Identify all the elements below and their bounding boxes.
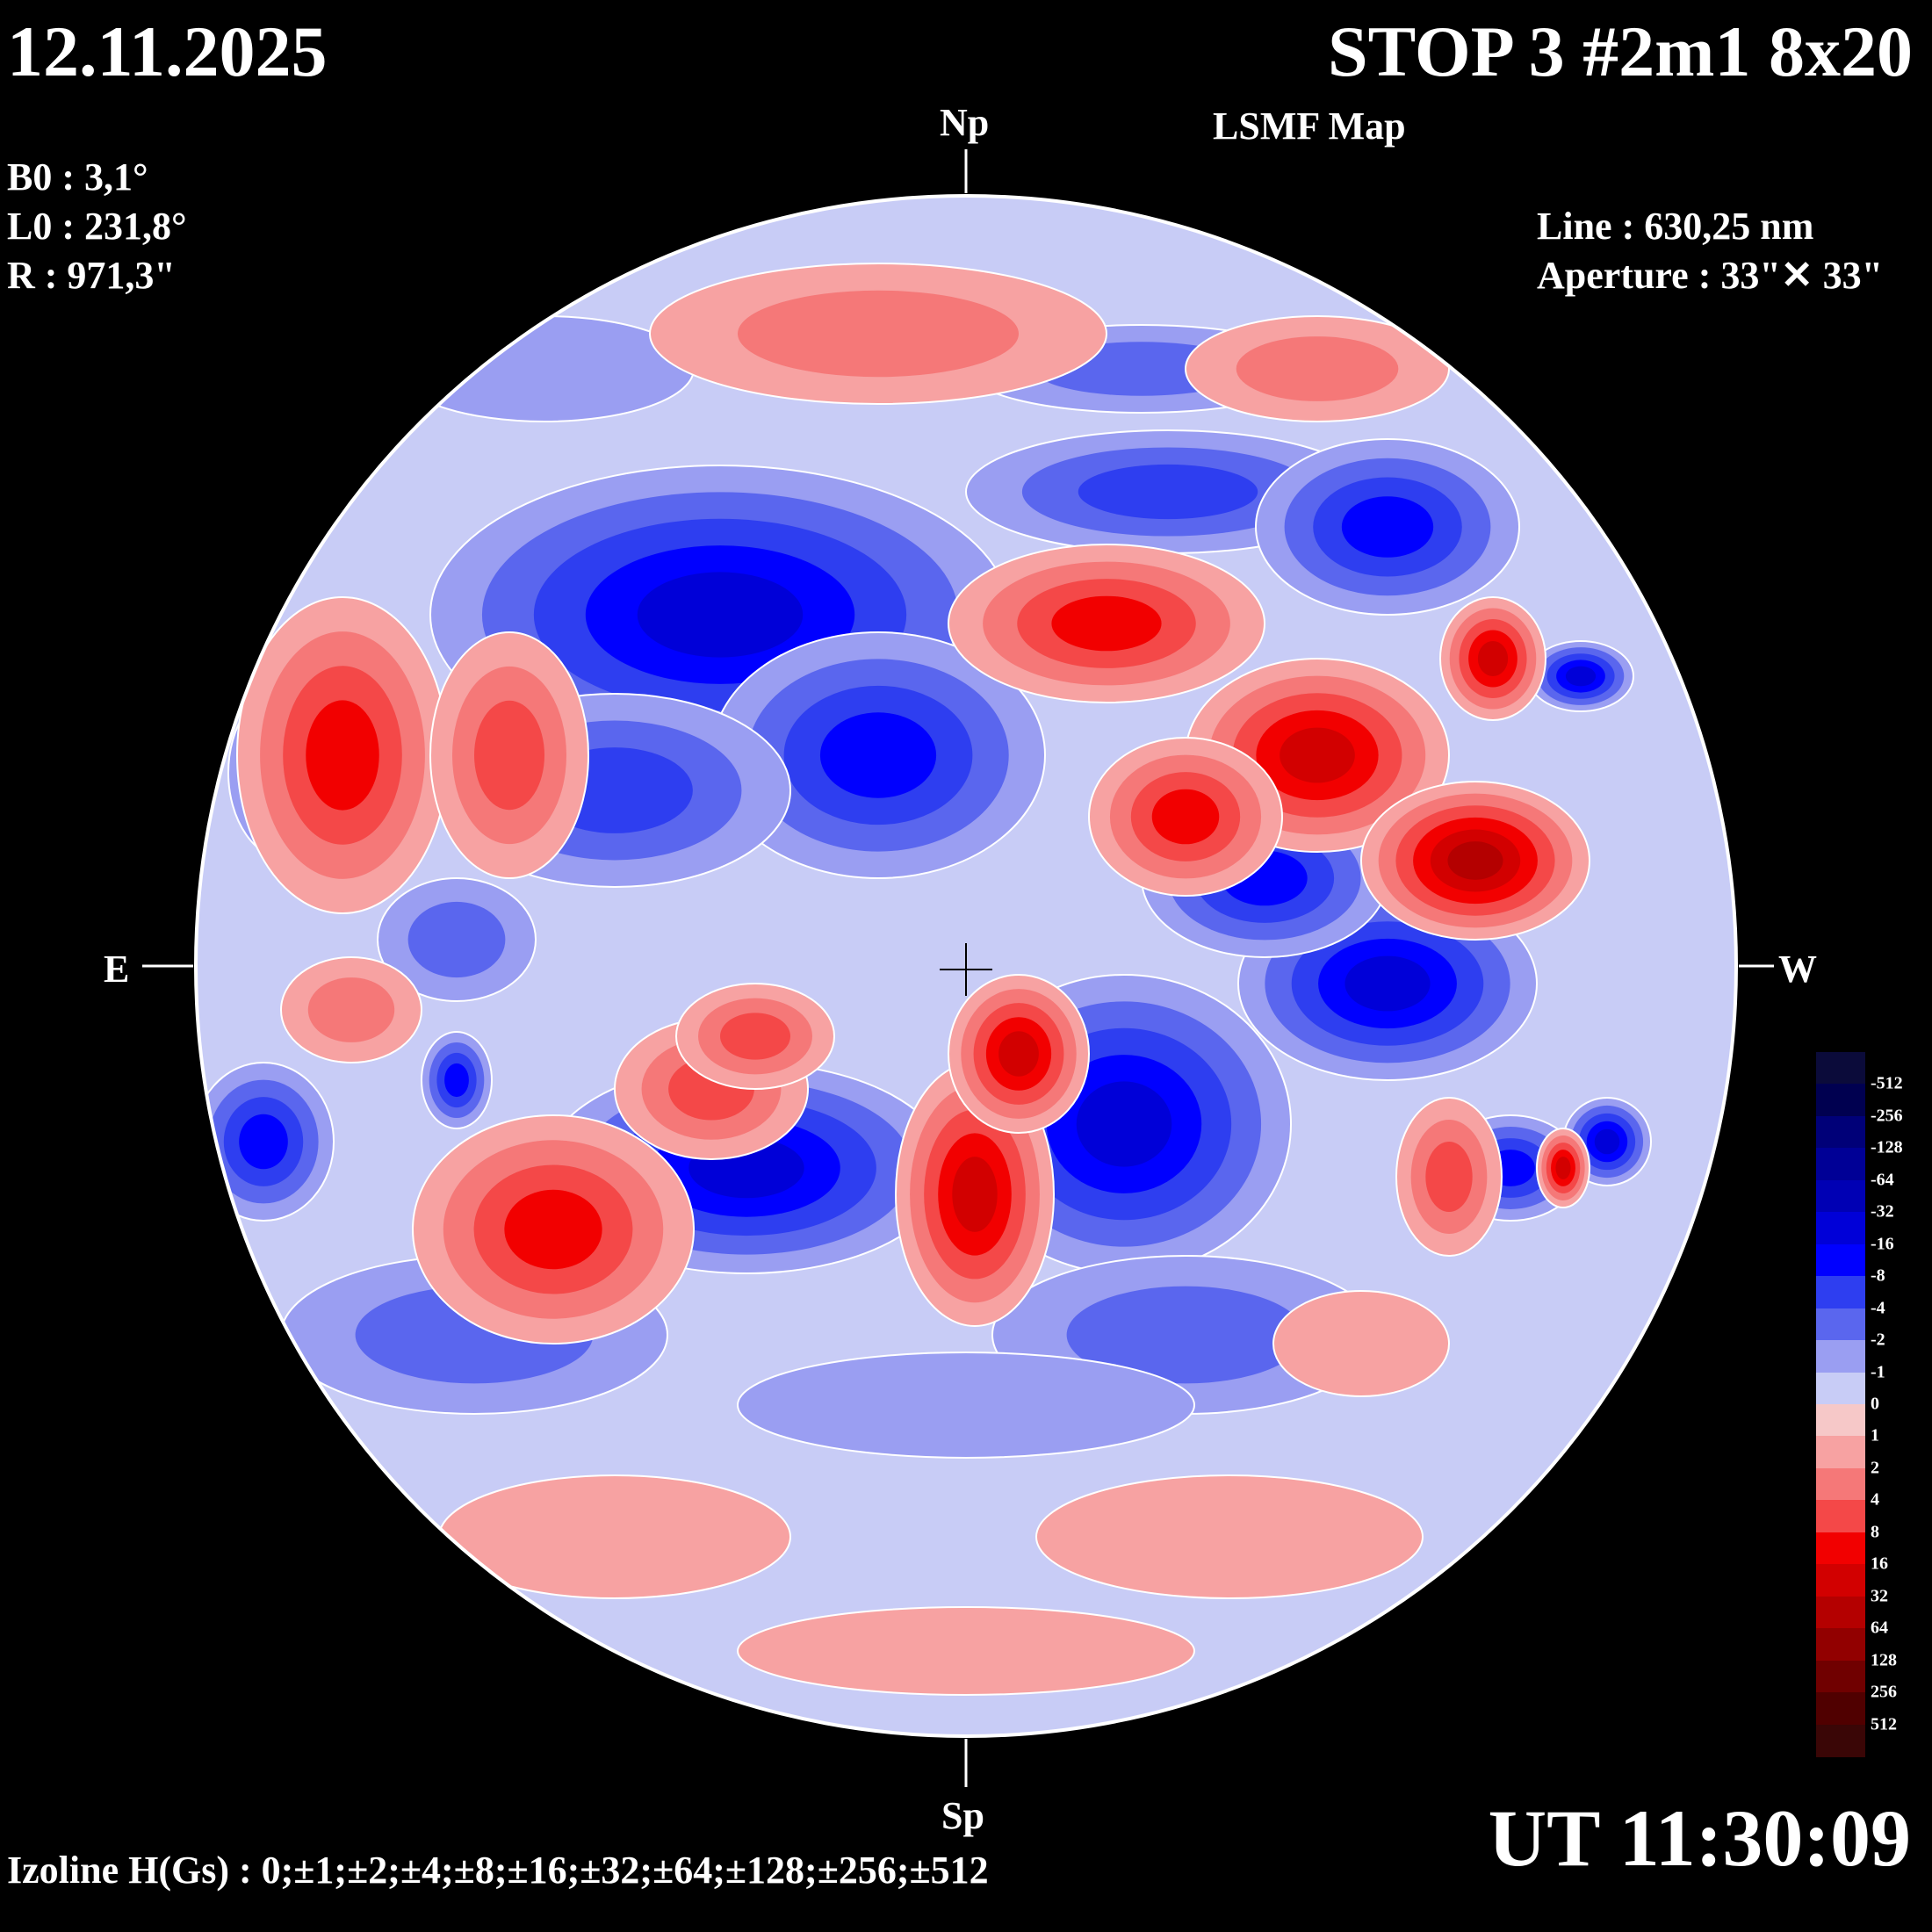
negative-field-region <box>1565 666 1597 687</box>
negative-field-region <box>1076 1081 1172 1167</box>
positive-field-region <box>1051 595 1162 652</box>
legend-swatch <box>1816 1436 1865 1469</box>
legend-swatch <box>1816 1115 1865 1150</box>
legend-swatch <box>1816 1660 1865 1694</box>
positive-field-region <box>998 1031 1039 1077</box>
legend-swatch <box>1816 1532 1865 1566</box>
east-label: E <box>104 948 130 991</box>
disk-limb <box>194 194 1738 1738</box>
negative-field-region <box>1344 955 1431 1012</box>
negative-field-region <box>819 712 937 798</box>
legend-swatch <box>1816 1340 1865 1373</box>
legend-label: -128 <box>1871 1137 1903 1157</box>
legend-label: 1 <box>1871 1425 1879 1445</box>
radius-value: R : 971,3" <box>7 254 176 297</box>
legend-label: 64 <box>1871 1618 1888 1638</box>
legend-swatch <box>1816 1692 1865 1726</box>
legend-swatch <box>1816 1596 1865 1630</box>
legend-swatch <box>1816 1628 1865 1662</box>
legend-swatch <box>1816 1724 1865 1757</box>
legend-swatch <box>1816 1372 1865 1405</box>
legend-label: -64 <box>1871 1170 1894 1190</box>
negative-field-region <box>444 1063 469 1098</box>
positive-field-region <box>1280 727 1355 783</box>
legend-swatch <box>1816 1404 1865 1438</box>
positive-field-region <box>952 1157 998 1232</box>
field-regions <box>196 263 1652 1696</box>
positive-field-region <box>1555 1157 1571 1179</box>
legend-label: -8 <box>1871 1265 1885 1286</box>
ut-time: UT 11:30:09 <box>1488 1793 1911 1883</box>
map-subtitle: LSMF Map <box>1213 105 1406 148</box>
solar-disk <box>196 196 1736 1736</box>
legend-label: -16 <box>1871 1234 1894 1254</box>
positive-field-region <box>1447 841 1503 880</box>
positive-field-region <box>1151 789 1220 845</box>
legend-label: 4 <box>1871 1489 1879 1510</box>
positive-field-region <box>307 977 395 1042</box>
legend-label: -256 <box>1871 1106 1903 1126</box>
positive-field-region <box>438 1474 791 1599</box>
positive-field-region <box>1477 641 1509 676</box>
positive-field-region <box>720 1013 790 1060</box>
legend-label: -512 <box>1871 1073 1903 1093</box>
negative-field-region <box>407 901 506 978</box>
legend-swatch <box>1816 1564 1865 1597</box>
legend-swatch <box>1816 1467 1865 1502</box>
positive-field-region <box>306 700 379 811</box>
legend-label: 8 <box>1871 1522 1879 1542</box>
legend-swatch <box>1816 1212 1865 1245</box>
legend-label: -2 <box>1871 1330 1885 1350</box>
positive-field-region <box>737 1606 1195 1696</box>
legend-label: 2 <box>1871 1458 1879 1478</box>
south-pole-label: Sp <box>941 1794 984 1837</box>
legend-label: 256 <box>1871 1682 1897 1702</box>
negative-field-region <box>737 1352 1195 1459</box>
negative-field-region <box>1594 1128 1620 1155</box>
legend-swatch <box>1816 1500 1865 1533</box>
legend-swatch <box>1816 1084 1865 1117</box>
legend-swatch <box>1816 1244 1865 1278</box>
observation-date: 12.11.2025 <box>7 11 328 91</box>
legend-swatch <box>1816 1179 1865 1214</box>
legend-label: 0 <box>1871 1394 1879 1414</box>
west-label: W <box>1778 948 1817 991</box>
map-title: STOP 3 #2m1 8x20 <box>1328 11 1913 91</box>
negative-field-region <box>239 1114 288 1170</box>
negative-field-region <box>1078 464 1258 520</box>
north-pole-label: Np <box>940 101 990 144</box>
legend-label: 128 <box>1871 1650 1897 1670</box>
aperture-value: Aperture : 33"✕ 33" <box>1537 254 1884 297</box>
legend-swatch <box>1816 1308 1865 1342</box>
positive-field-region <box>474 700 544 811</box>
legend-swatch <box>1816 1052 1865 1085</box>
legend-label: 512 <box>1871 1714 1897 1734</box>
positive-field-region <box>738 290 1019 378</box>
line-value: Line : 630,25 nm <box>1537 205 1814 248</box>
positive-field-region <box>1035 1474 1424 1599</box>
positive-field-region <box>1272 1290 1450 1397</box>
legend-label: -1 <box>1871 1362 1885 1382</box>
positive-field-region <box>1425 1142 1473 1212</box>
negative-field-region <box>1341 496 1434 558</box>
legend-label: -4 <box>1871 1298 1885 1318</box>
legend-label: -32 <box>1871 1201 1894 1222</box>
b0-value: B0 : 3,1° <box>7 155 148 198</box>
legend-label: 16 <box>1871 1554 1888 1574</box>
legend-swatch <box>1816 1148 1865 1181</box>
legend-swatch <box>1816 1276 1865 1309</box>
negative-field-region <box>637 572 804 658</box>
positive-field-region <box>504 1189 602 1270</box>
l0-value: L0 : 231,8° <box>7 205 187 248</box>
izoline-levels: Izoline H(Gs) : 0;±1;±2;±4;±8;±16;±32;±6… <box>7 1849 989 1892</box>
negative-field-region <box>1066 1286 1305 1384</box>
positive-field-region <box>1236 336 1399 401</box>
color-legend <box>1816 1052 1865 1757</box>
legend-label: 32 <box>1871 1586 1888 1606</box>
